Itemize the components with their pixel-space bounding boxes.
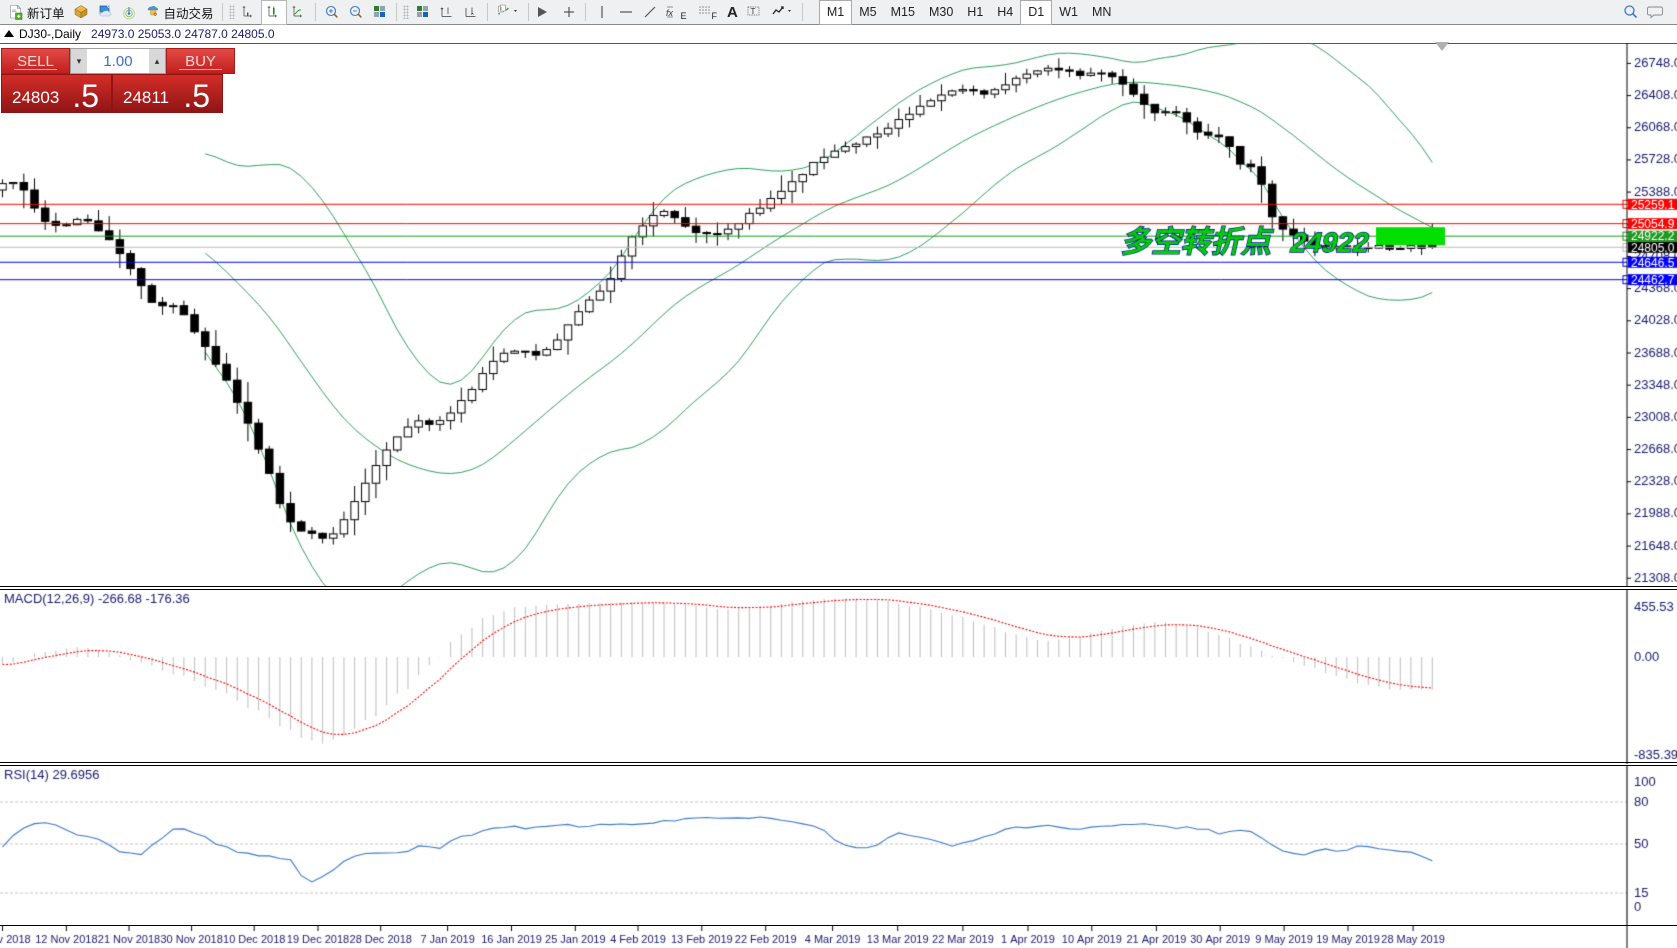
svg-text:fx: fx <box>666 8 674 18</box>
svg-text:T: T <box>750 7 755 16</box>
